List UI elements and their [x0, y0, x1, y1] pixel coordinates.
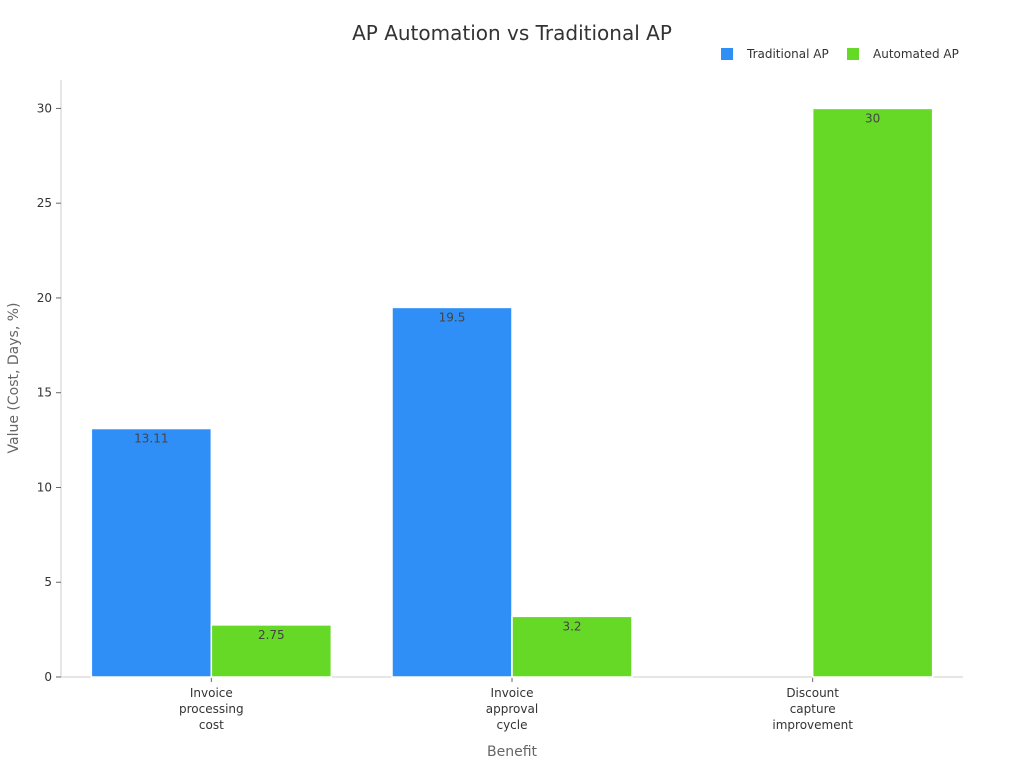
bar-traditional-ap — [392, 307, 512, 677]
y-tick-label: 20 — [37, 291, 52, 305]
bars — [91, 108, 932, 677]
x-tick-label: Invoice processing cost — [179, 686, 244, 732]
data-label: 2.75 — [258, 628, 285, 642]
y-tick-label: 25 — [37, 196, 52, 210]
chart-title: AP Automation vs Traditional AP — [352, 21, 672, 45]
y-tick-label: 15 — [37, 386, 52, 400]
data-label: 3.2 — [562, 619, 581, 633]
data-label: 13.11 — [134, 432, 168, 446]
x-axis: Invoice processing cost Invoice approval cycl… — [61, 677, 963, 732]
y-axis: 0 5 10 15 20 25 30 — [37, 80, 61, 684]
x-tick-label: Invoice approval cycle — [486, 686, 538, 732]
bar-traditional-ap — [91, 429, 211, 677]
legend: Traditional AP Automated AP — [721, 47, 959, 61]
data-label: 30 — [865, 111, 880, 125]
y-tick-label: 10 — [37, 480, 52, 494]
data-label: 19.5 — [439, 310, 466, 324]
y-axis-title: Value (Cost, Days, %) — [6, 303, 22, 454]
bar-automated-ap — [813, 108, 933, 677]
y-tick-label: 30 — [37, 101, 52, 115]
legend-swatch — [721, 48, 733, 60]
legend-label: Automated AP — [873, 47, 959, 61]
x-tick-label: Discount capture improvement — [772, 686, 853, 732]
legend-label: Traditional AP — [746, 47, 829, 61]
legend-swatch — [847, 48, 859, 60]
x-axis-title: Benefit — [487, 744, 538, 760]
y-tick-label: 5 — [44, 575, 52, 589]
y-tick-label: 0 — [44, 670, 52, 684]
